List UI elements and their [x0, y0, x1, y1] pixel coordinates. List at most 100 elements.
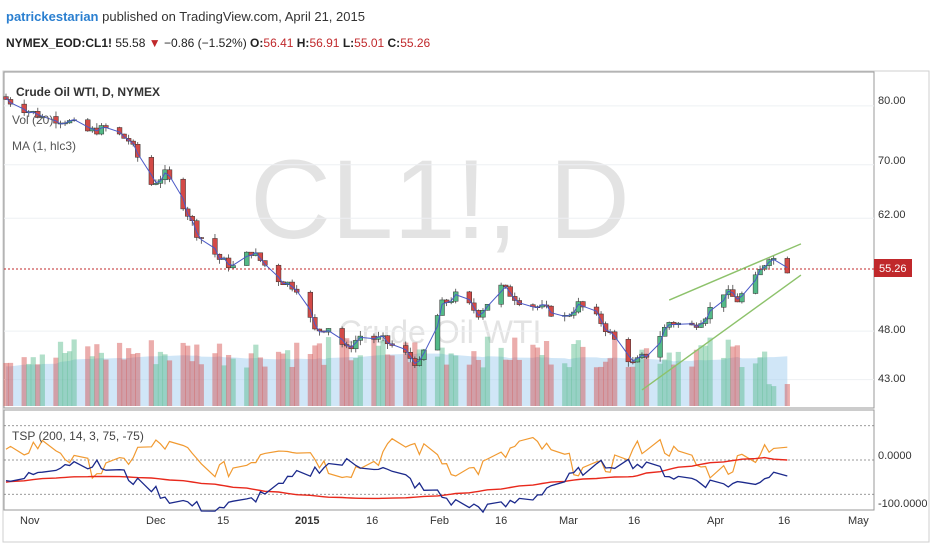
- volume-bar: [702, 345, 709, 406]
- volume-bar: [407, 362, 413, 406]
- volume-bar: [416, 349, 422, 406]
- volume-layer: [3, 336, 790, 406]
- price-axis[interactable]: 80.00 70.00 62.00 48.00 43.00: [878, 95, 906, 385]
- candle-body: [507, 286, 513, 297]
- volume-bar: [689, 366, 695, 406]
- volume-bar: [307, 353, 313, 406]
- volume-bar: [185, 345, 191, 406]
- volume-bar: [3, 362, 9, 406]
- open-value: 56.41: [263, 36, 294, 50]
- volume-bar: [498, 347, 504, 406]
- volume-bar: [357, 355, 363, 406]
- volume-bar: [466, 364, 472, 406]
- volume-bar: [448, 353, 454, 406]
- volume-bar: [612, 336, 618, 406]
- volume-bar: [562, 363, 568, 406]
- volume-bar: [375, 345, 382, 406]
- volume-bar: [7, 362, 14, 406]
- volume-bar: [762, 351, 768, 406]
- tsp-axis[interactable]: 0.0000 -100.0000: [878, 450, 928, 510]
- volume-bar: [294, 342, 300, 406]
- time-label-jan16: 16: [366, 515, 378, 527]
- volume-bar: [285, 350, 291, 406]
- time-axis[interactable]: Nov Dec 15 2015 16 Feb 16 Mar 16 Apr 16 …: [20, 515, 869, 527]
- quote-line: NYMEX_EOD:CL1! 55.58 ▼ −0.86 (−1.52%) O:…: [6, 36, 430, 50]
- volume-bar: [484, 336, 491, 406]
- volume-bar: [344, 338, 350, 406]
- volume-bar: [403, 342, 409, 406]
- volume-bar: [480, 367, 486, 406]
- volume-bar: [371, 338, 377, 406]
- volume-bar: [348, 360, 354, 406]
- open-label: O:: [250, 36, 264, 50]
- candle-body: [194, 220, 200, 238]
- legend-ma: MA (1, hlc3): [12, 139, 76, 153]
- volume-bar: [85, 346, 91, 406]
- volume-bar: [189, 361, 195, 406]
- candle-body: [148, 157, 155, 185]
- volume-bar: [434, 356, 441, 406]
- watermark-symbol: CL1!, D: [250, 137, 630, 262]
- volume-bar: [194, 344, 200, 406]
- volume-bar: [475, 359, 482, 406]
- volume-bar: [321, 364, 327, 406]
- volume-bar: [548, 364, 554, 406]
- candle-body: [257, 252, 264, 261]
- volume-bar: [421, 348, 427, 406]
- ma-line: [5, 97, 788, 365]
- legend-title: Crude Oil WTI, D, NYMEX: [16, 85, 160, 99]
- tsp-orange-line: [5, 436, 788, 480]
- volume-bar: [530, 344, 536, 406]
- candle-body: [612, 331, 618, 340]
- volume-bar: [39, 354, 45, 406]
- volume-bar: [507, 359, 513, 406]
- volume-bar: [225, 354, 232, 406]
- volume-bar: [666, 352, 672, 406]
- volume-bar: [516, 359, 522, 406]
- overlay-layer: [4, 97, 874, 391]
- volume-bar: [639, 349, 645, 406]
- candle-body: [98, 125, 105, 135]
- tsp-tick-neg100: -100.0000: [878, 498, 928, 510]
- volume-bar: [634, 360, 641, 406]
- close-value: 55.26: [400, 36, 431, 50]
- volume-bar: [244, 367, 250, 406]
- price-tick-70: 70.00: [878, 155, 906, 167]
- volume-bar: [30, 357, 36, 406]
- time-label-apr: Apr: [707, 515, 724, 527]
- volume-bar: [57, 341, 64, 406]
- candle-body: [752, 274, 759, 294]
- author-link[interactable]: patrickestarian: [6, 9, 99, 24]
- candle-body: [466, 291, 472, 304]
- low-label: L:: [342, 36, 355, 50]
- volume-bar: [66, 351, 73, 406]
- candle-body: [662, 326, 668, 337]
- volume-bar: [262, 366, 268, 406]
- volume-bar: [543, 341, 550, 406]
- last-price: 55.58: [115, 36, 146, 50]
- down-arrow-icon: ▼: [148, 36, 161, 50]
- chart-canvas[interactable]: CL1!, D Crude Oil WTI Crude Oil WTI, D, …: [0, 60, 932, 550]
- candle-body: [657, 336, 663, 358]
- candle-body: [7, 99, 14, 105]
- volume-bar: [71, 339, 77, 406]
- time-label-feb16: 16: [495, 515, 507, 527]
- volume-bar: [607, 358, 613, 406]
- tsp-tick-0: 0.0000: [878, 450, 912, 462]
- candle-body: [484, 304, 491, 311]
- volume-bar: [126, 348, 132, 406]
- chart-header: patrickestarian published on TradingView…: [0, 0, 932, 60]
- volume-bar: [26, 363, 32, 406]
- volume-bar: [253, 344, 259, 406]
- volume-bar: [721, 357, 727, 406]
- high-label: H:: [296, 36, 310, 50]
- candle-body: [548, 305, 554, 317]
- volume-bar: [248, 353, 254, 406]
- volume-bar: [130, 353, 136, 406]
- price-tick-62: 62.00: [878, 209, 906, 221]
- candle-body: [244, 251, 250, 266]
- time-label-feb: Feb: [430, 515, 449, 527]
- candle-body: [162, 169, 168, 181]
- volume-bar: [230, 358, 236, 406]
- volume-bar: [89, 356, 95, 406]
